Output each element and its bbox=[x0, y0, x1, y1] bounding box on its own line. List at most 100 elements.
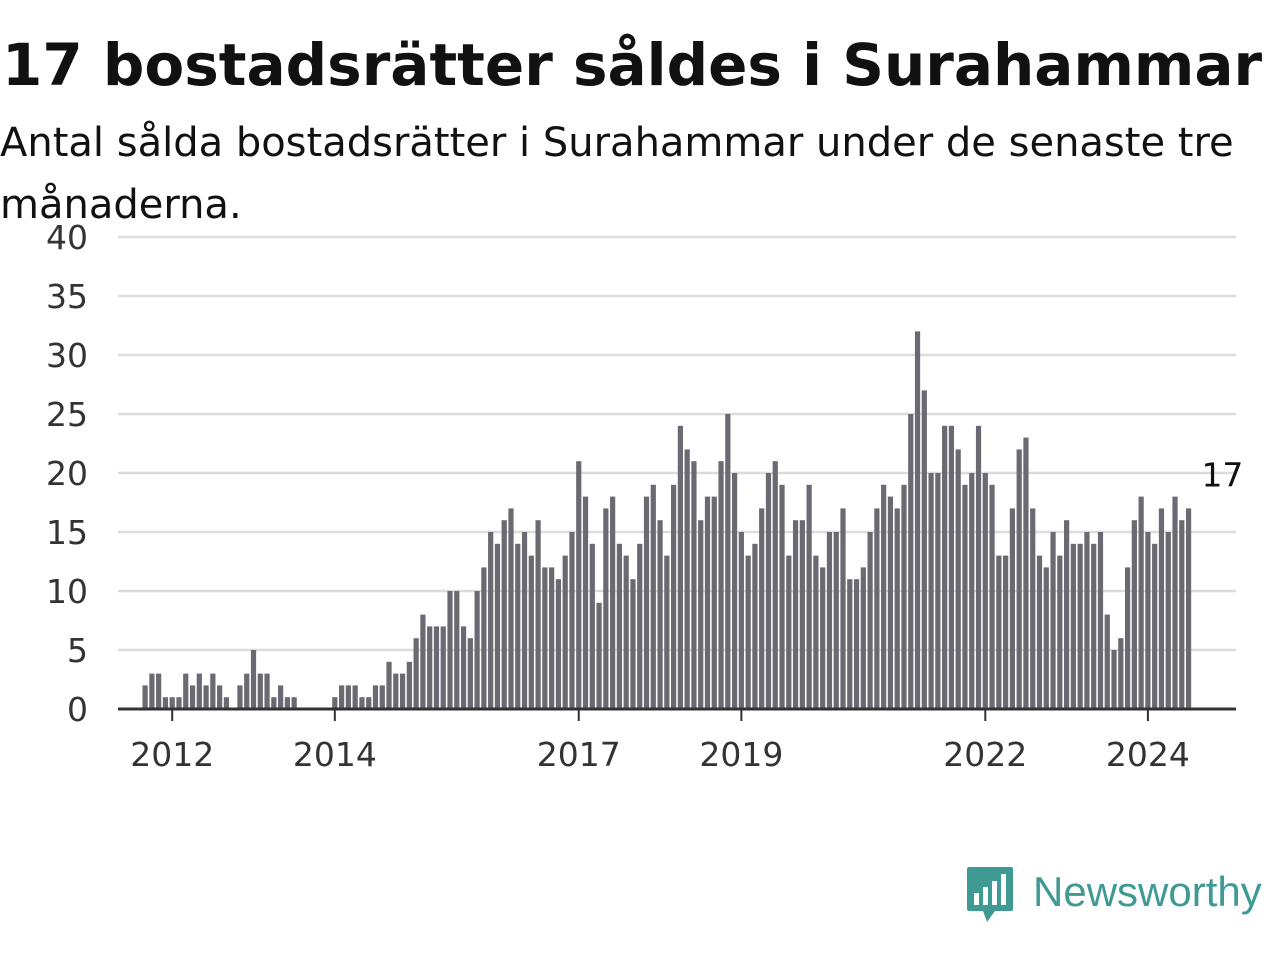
bar bbox=[874, 508, 880, 709]
bar bbox=[1138, 496, 1144, 709]
bar bbox=[881, 484, 887, 709]
bar bbox=[731, 473, 738, 709]
bar bbox=[291, 697, 297, 709]
highlight-value-label: 17 bbox=[1201, 455, 1243, 494]
bar bbox=[1084, 532, 1090, 709]
bar bbox=[237, 685, 243, 709]
bar bbox=[1097, 532, 1104, 709]
bar bbox=[1118, 638, 1124, 709]
bar bbox=[1023, 437, 1029, 709]
bar bbox=[1172, 496, 1178, 709]
bar bbox=[569, 532, 575, 709]
bar bbox=[779, 484, 785, 709]
bar bbox=[677, 425, 683, 709]
chart-subtitle: Antal sålda bostadsrätter i Surahammar u… bbox=[0, 120, 1234, 228]
bar bbox=[671, 484, 677, 709]
y-tick-label: 30 bbox=[46, 336, 88, 375]
bar bbox=[332, 697, 338, 709]
bar bbox=[610, 496, 616, 709]
bar bbox=[914, 331, 921, 709]
y-tick-label: 15 bbox=[46, 513, 88, 552]
bar bbox=[345, 685, 351, 709]
bar bbox=[1043, 567, 1049, 709]
bar bbox=[366, 697, 372, 709]
bar bbox=[786, 555, 792, 709]
bar bbox=[406, 661, 412, 709]
bar bbox=[643, 496, 650, 709]
bar bbox=[528, 555, 534, 709]
bar bbox=[982, 473, 988, 709]
y-tick-label: 10 bbox=[46, 572, 88, 611]
bar bbox=[481, 567, 487, 709]
bar bbox=[379, 685, 385, 709]
bar bbox=[549, 567, 555, 709]
bar bbox=[339, 685, 345, 709]
bar bbox=[616, 543, 623, 709]
bar bbox=[969, 473, 975, 709]
bar bbox=[284, 697, 290, 709]
bar bbox=[271, 697, 277, 709]
newsworthy-logo-icon bbox=[967, 867, 1013, 922]
bar bbox=[454, 591, 460, 709]
y-tick-label: 20 bbox=[46, 454, 88, 493]
bar bbox=[399, 673, 406, 709]
bar bbox=[684, 449, 690, 709]
bar bbox=[1009, 508, 1015, 709]
bar bbox=[1179, 520, 1185, 709]
bar bbox=[474, 591, 480, 709]
x-tick-label: 2024 bbox=[1106, 735, 1190, 774]
x-tick-label: 2012 bbox=[130, 735, 214, 774]
bar bbox=[183, 673, 189, 709]
bar bbox=[413, 638, 419, 709]
bar bbox=[386, 661, 392, 709]
bar bbox=[637, 543, 643, 709]
bar bbox=[887, 496, 894, 709]
bar bbox=[352, 685, 358, 709]
bar bbox=[623, 555, 629, 709]
bar bbox=[860, 567, 866, 709]
bar bbox=[752, 543, 758, 709]
bar bbox=[196, 673, 202, 709]
bar bbox=[657, 520, 663, 709]
bar bbox=[901, 484, 907, 709]
bar bbox=[928, 473, 934, 709]
bar bbox=[1077, 543, 1083, 709]
bar bbox=[501, 520, 507, 709]
bar bbox=[806, 484, 812, 709]
bar bbox=[718, 461, 724, 709]
bar bbox=[948, 425, 955, 709]
bar bbox=[745, 555, 751, 709]
bar bbox=[935, 473, 941, 709]
bar bbox=[589, 543, 595, 709]
bar bbox=[440, 626, 446, 709]
bar bbox=[203, 685, 209, 709]
bar bbox=[142, 685, 148, 709]
bar bbox=[630, 579, 636, 709]
bar bbox=[792, 520, 799, 709]
bar bbox=[176, 697, 182, 709]
bar bbox=[223, 697, 230, 709]
bar bbox=[210, 673, 216, 709]
x-tick-label: 2014 bbox=[293, 735, 377, 774]
bar bbox=[393, 673, 399, 709]
bar bbox=[1145, 532, 1151, 709]
bar bbox=[996, 555, 1002, 709]
bar bbox=[1104, 614, 1110, 709]
bar bbox=[826, 532, 833, 709]
bar bbox=[1036, 555, 1043, 709]
bar bbox=[650, 484, 656, 709]
bar bbox=[149, 673, 155, 709]
bar bbox=[853, 579, 860, 709]
y-tick-label: 5 bbox=[67, 631, 88, 670]
bar bbox=[217, 685, 223, 709]
bar bbox=[962, 484, 968, 709]
bar bbox=[244, 673, 250, 709]
bar bbox=[420, 614, 426, 709]
bar bbox=[494, 543, 501, 709]
bar bbox=[1152, 543, 1158, 709]
bar bbox=[833, 532, 839, 709]
bar bbox=[562, 555, 568, 709]
bar bbox=[488, 532, 494, 709]
bar bbox=[1091, 543, 1097, 709]
bar bbox=[698, 520, 704, 709]
